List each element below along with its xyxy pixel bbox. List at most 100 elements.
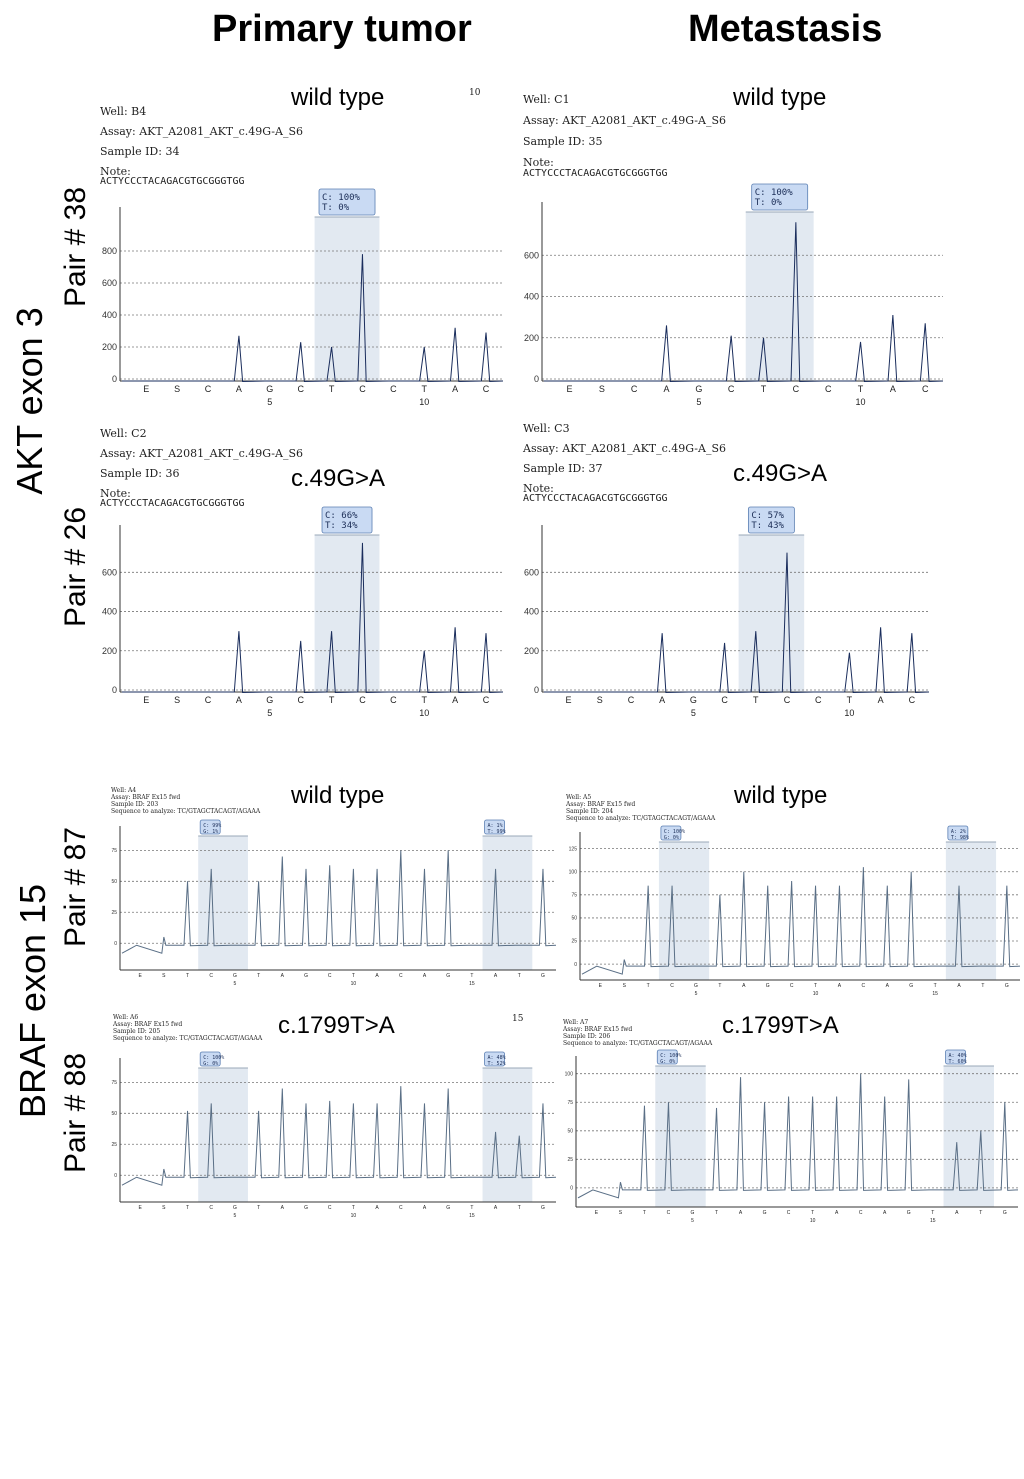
y-tick-label: 200	[102, 342, 117, 352]
genotype-status: wild type	[733, 84, 827, 111]
dispensation-label: T	[329, 695, 335, 705]
dispensation-label: C	[825, 384, 832, 394]
dispensation-label: A	[494, 1205, 498, 1211]
pyrogram-panel: c.49G>A Well: C2 Assay: AKT_A2081_AKT_c.49…	[95, 425, 507, 722]
dispensation-number: 5	[234, 981, 237, 987]
dispensation-label: T	[421, 384, 427, 394]
dispensation-label: C	[859, 1210, 863, 1216]
dispensation-label: G	[541, 973, 545, 979]
allele-call-badge	[199, 1051, 221, 1067]
allele-call-text: T: 98%	[951, 835, 969, 841]
pyrogram-plot: C: 57%T: 43% 0 200 400 600 E S C A G C T C C T A C 5 10	[524, 506, 930, 718]
dispensation-label: C	[205, 695, 212, 705]
meta-assay: Assay: AKT_A2081_AKT_c.49G-A_S6	[523, 442, 726, 455]
dispensation-label: C	[328, 1205, 332, 1211]
allele-call-text: T: 52%	[488, 1061, 506, 1067]
dispensation-label: A	[281, 1205, 285, 1211]
primary-tumor-header: Primary tumor	[212, 8, 472, 50]
genotype-status: c.1799T>A	[722, 1012, 839, 1039]
dispensation-number: 5	[267, 708, 272, 718]
allele-call-text: T: 0%	[755, 198, 783, 208]
dispensation-label: G	[694, 983, 698, 989]
meta-sample: Sample ID: 34	[100, 145, 180, 158]
dispensation-number: 10	[351, 981, 357, 987]
dispensation-label: G	[1005, 983, 1009, 989]
y-tick-label: 600	[102, 567, 117, 577]
y-tick-label: 125	[569, 846, 578, 852]
signal-trace	[581, 867, 1021, 975]
y-tick-label: 100	[565, 1071, 574, 1077]
dispensation-label: T	[470, 1205, 473, 1211]
allele-call-text: G: 1%	[203, 829, 218, 835]
dispensation-number: 5	[267, 397, 272, 407]
dispensation-label: C	[297, 695, 304, 705]
dispensation-label: T	[761, 384, 767, 394]
dispensation-label: G	[909, 983, 913, 989]
dispensation-label: C	[399, 1205, 403, 1211]
allele-call-text: T: 43%	[751, 521, 784, 531]
dispensation-label: C	[297, 384, 304, 394]
dispensation-label: C	[483, 384, 490, 394]
genotype-status: wild type	[291, 782, 385, 809]
pyrogram-panel: wild type Well: A4 Assay: BRAF Ex15 fwd Sam…	[108, 780, 560, 1005]
meta-well: Well: C2	[100, 427, 147, 440]
dispensation-label: A	[835, 1210, 839, 1216]
allele-call-text: A: 1%	[488, 823, 503, 829]
meta-note: Note:	[100, 487, 131, 500]
dispensation-label: T	[753, 695, 759, 705]
meta-well: Well: C1	[523, 93, 570, 106]
dispensation-label: E	[599, 983, 603, 989]
allele-call-badge	[747, 506, 795, 534]
variant-highlight	[198, 1068, 248, 1202]
dispensation-number: 5	[691, 1218, 694, 1224]
signal-trace	[122, 542, 504, 694]
y-tick-label: 400	[102, 310, 117, 320]
dispensation-label: C	[784, 695, 791, 705]
dispensation-label: T	[186, 1205, 189, 1211]
meta-assay: Assay: AKT_A2081_AKT_c.49G-A_S6	[100, 125, 303, 138]
dispensation-label: A	[494, 973, 498, 979]
y-tick-label: 75	[571, 892, 577, 898]
meta-well: Well: B4	[100, 105, 147, 118]
pyrogram-panel: wild type Well: C1 Assay: AKT_A2081_AKT_c.…	[515, 84, 947, 419]
variant-highlight	[482, 836, 533, 970]
dispensation-label: G	[304, 973, 308, 979]
dispensation-label: G	[690, 695, 697, 705]
meta-sequence: ACTYCCCTACAGACGTGCGGGTGG	[100, 176, 245, 187]
dispensation-number: 15	[469, 1213, 475, 1219]
dispensation-label: C	[628, 695, 635, 705]
dispensation-label: C	[922, 384, 929, 394]
dispensation-label: E	[138, 973, 142, 979]
dispensation-label: G	[763, 1210, 767, 1216]
dispensation-label: C	[399, 973, 403, 979]
y-tick-label: 0	[114, 1173, 117, 1179]
meta-assay: Assay: BRAF Ex15 fwd	[566, 801, 636, 808]
allele-call-text: T: 34%	[325, 521, 358, 531]
corner-label: 10	[469, 88, 481, 98]
y-tick-label: 25	[567, 1157, 573, 1163]
y-tick-label: 0	[112, 374, 117, 384]
meta-note: Sequence to analyze: TC/GTAGCTACAGT/AGAA…	[566, 815, 716, 822]
dispensation-label: C	[390, 384, 397, 394]
y-tick-label: 50	[567, 1128, 573, 1134]
dispensation-label: T	[518, 973, 521, 979]
meta-assay: Assay: AKT_A2081_AKT_c.49G-A_S6	[100, 447, 303, 460]
dispensation-number: 5	[234, 1213, 237, 1219]
dispensation-label: A	[452, 384, 458, 394]
metastasis-header: Metastasis	[688, 8, 883, 50]
genotype-status: c.49G>A	[733, 460, 828, 487]
meta-assay: Assay: BRAF Ex15 fwd	[113, 1021, 183, 1028]
dispensation-label: C	[721, 695, 728, 705]
meta-assay: Assay: BRAF Ex15 fwd	[563, 1026, 633, 1033]
allele-call-text: C: 66%	[325, 511, 358, 521]
dispensation-label: A	[890, 384, 896, 394]
dispensation-label: C	[670, 983, 674, 989]
dispensation-label: T	[186, 973, 189, 979]
dispensation-label: T	[329, 384, 335, 394]
dispensation-label: T	[352, 973, 355, 979]
dispensation-label: A	[739, 1210, 743, 1216]
allele-call-badge	[660, 825, 682, 841]
dispensation-label: C	[390, 695, 397, 705]
y-tick-label: 25	[111, 1142, 117, 1148]
dispensation-label: S	[162, 973, 166, 979]
